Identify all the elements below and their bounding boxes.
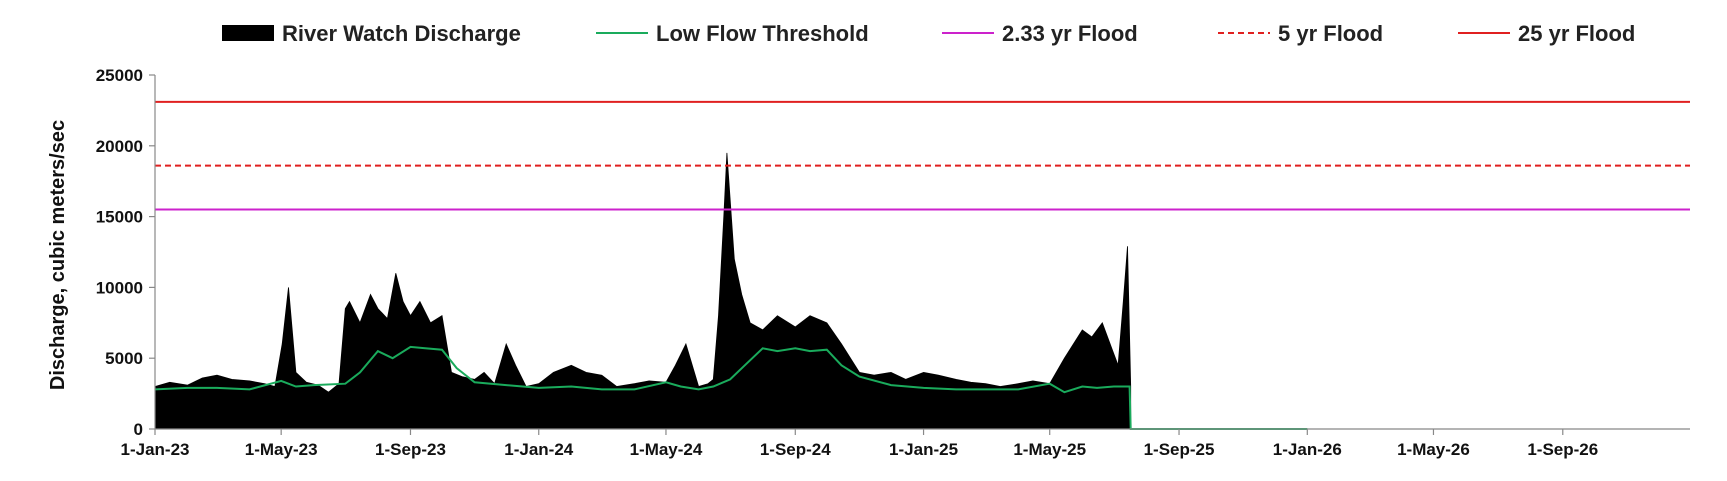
legend-entry-flood-25: 25 yr Flood [1458,21,1635,46]
legend-label-flood-2-33: 2.33 yr Flood [1002,21,1138,46]
x-tick-label: 1-Sep-26 [1527,440,1598,459]
x-tick-label: 1-Jan-26 [1273,440,1342,459]
y-axis-title: Discharge, cubic meters/sec [47,120,69,390]
legend-entry-discharge: River Watch Discharge [222,21,521,46]
axes: 0 5000 10000 15000 20000 25000 1-Jan-23 1-May-… [47,66,1690,459]
legend-label-discharge: River Watch Discharge [282,21,521,46]
legend-entry-flood-5: 5 yr Flood [1218,21,1383,46]
legend-label-low-flow: Low Flow Threshold [656,21,869,46]
series-low-flow-threshold-line [154,345,1308,430]
y-tick-label: 5000 [105,349,143,368]
y-tick-label: 0 [134,420,143,439]
plot-area [154,100,1690,430]
x-tick-label: 1-Jan-25 [889,440,958,459]
legend-entry-flood-2-33: 2.33 yr Flood [942,21,1138,46]
y-tick-label: 10000 [96,278,143,297]
legend-label-flood-5: 5 yr Flood [1278,21,1383,46]
x-tick-label: 1-May-25 [1013,440,1086,459]
x-tick-label: 1-Sep-25 [1144,440,1215,459]
x-tick-label: 1-May-23 [245,440,318,459]
legend: River Watch Discharge Low Flow Threshold… [222,21,1635,46]
legend-label-flood-25: 25 yr Flood [1518,21,1635,46]
x-ticks: 1-Jan-23 1-May-23 1-Sep-23 1-Jan-24 1-May-24… [121,429,1598,459]
x-tick-label: 1-Sep-23 [375,440,446,459]
series-river-watch-discharge-area [154,152,1132,430]
x-tick-label: 1-Jan-23 [121,440,190,459]
x-tick-label: 1-May-24 [630,440,703,459]
y-tick-label: 25000 [96,66,143,85]
y-tick-label: 20000 [96,137,143,156]
legend-swatch-discharge [222,25,274,41]
y-tick-label: 15000 [96,208,143,227]
y-ticks: 0 5000 10000 15000 20000 25000 [96,66,155,439]
x-tick-label: 1-Jan-24 [504,440,574,459]
x-tick-label: 1-Sep-24 [760,440,831,459]
x-tick-label: 1-May-26 [1397,440,1470,459]
legend-entry-low-flow: Low Flow Threshold [596,21,869,46]
